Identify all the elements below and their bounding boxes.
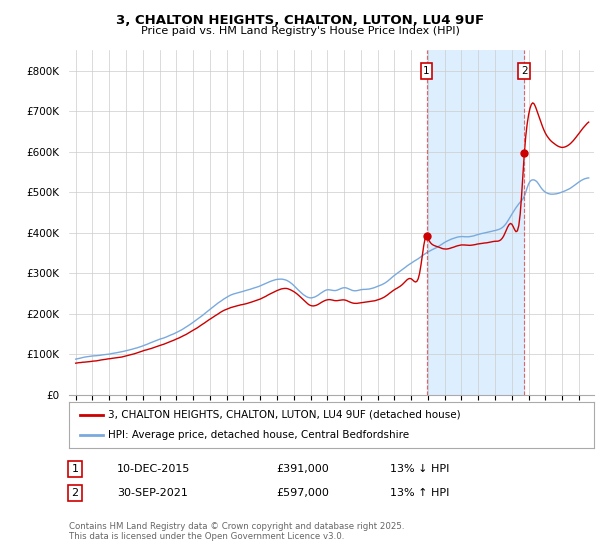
Text: 2: 2	[521, 66, 528, 76]
Text: 1: 1	[71, 464, 79, 474]
Text: 13% ↑ HPI: 13% ↑ HPI	[390, 488, 449, 498]
Text: 10-DEC-2015: 10-DEC-2015	[117, 464, 190, 474]
Text: 1: 1	[423, 66, 430, 76]
Text: 30-SEP-2021: 30-SEP-2021	[117, 488, 188, 498]
Text: Price paid vs. HM Land Registry's House Price Index (HPI): Price paid vs. HM Land Registry's House …	[140, 26, 460, 36]
Text: Contains HM Land Registry data © Crown copyright and database right 2025.
This d: Contains HM Land Registry data © Crown c…	[69, 522, 404, 542]
Text: £391,000: £391,000	[276, 464, 329, 474]
Text: 3, CHALTON HEIGHTS, CHALTON, LUTON, LU4 9UF (detached house): 3, CHALTON HEIGHTS, CHALTON, LUTON, LU4 …	[109, 410, 461, 420]
Text: 13% ↓ HPI: 13% ↓ HPI	[390, 464, 449, 474]
Text: HPI: Average price, detached house, Central Bedfordshire: HPI: Average price, detached house, Cent…	[109, 430, 409, 440]
Text: £597,000: £597,000	[276, 488, 329, 498]
Text: 2: 2	[71, 488, 79, 498]
Bar	[427, 50, 524, 395]
Text: 3, CHALTON HEIGHTS, CHALTON, LUTON, LU4 9UF: 3, CHALTON HEIGHTS, CHALTON, LUTON, LU4 …	[116, 14, 484, 27]
